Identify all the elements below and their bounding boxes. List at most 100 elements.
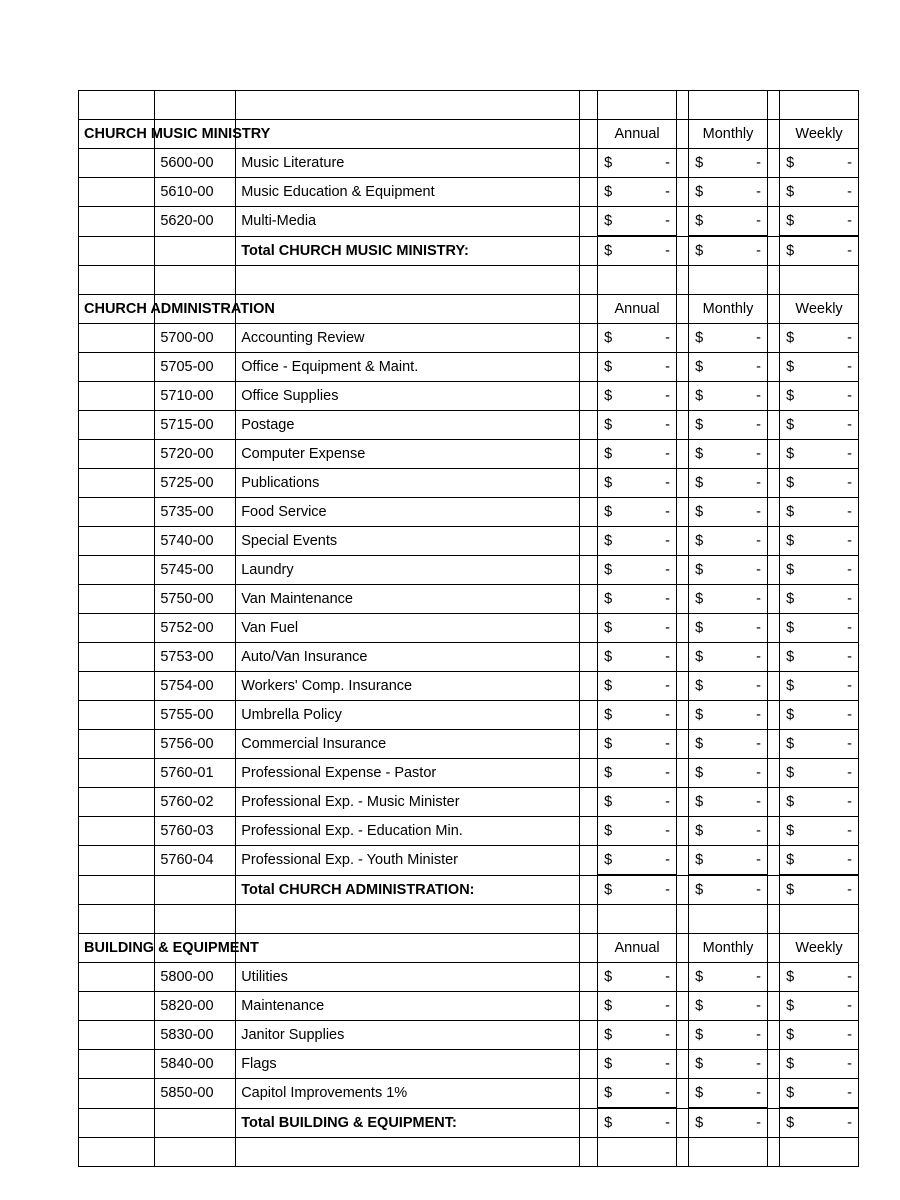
cell-gap — [767, 672, 779, 701]
section-header-row: BUILDING & EQUIPMENTAnnualMonthlyWeekly — [79, 934, 859, 963]
cell-code — [155, 236, 236, 266]
account-code: 5620-00 — [155, 207, 236, 237]
cell-gap — [767, 585, 779, 614]
account-code: 5600-00 — [155, 149, 236, 178]
account-code: 5735-00 — [155, 498, 236, 527]
cell-gap — [676, 469, 688, 498]
cell-sp — [579, 236, 597, 266]
cell-gap — [767, 1108, 779, 1138]
annual-amount: $- — [598, 440, 677, 469]
weekly-amount: $- — [780, 585, 859, 614]
cell-gap — [767, 1079, 779, 1109]
annual-amount: $- — [598, 498, 677, 527]
cell-sp — [579, 353, 597, 382]
annual-amount: $- — [598, 1050, 677, 1079]
cell-indent — [79, 672, 155, 701]
cell-sp — [579, 759, 597, 788]
section-total-row: Total CHURCH ADMINISTRATION:$-$-$- — [79, 875, 859, 905]
line-item-row: 5610-00Music Education & Equipment$-$-$- — [79, 178, 859, 207]
line-item-row: 5820-00Maintenance$-$-$- — [79, 992, 859, 1021]
cell-gap — [676, 266, 688, 295]
cell-gap — [767, 440, 779, 469]
line-item-row: 5754-00Workers' Comp. Insurance$-$-$- — [79, 672, 859, 701]
cell-desc — [236, 905, 580, 934]
cell-gap — [676, 411, 688, 440]
cell-sp — [579, 614, 597, 643]
line-item-row: 5830-00Janitor Supplies$-$-$- — [79, 1021, 859, 1050]
weekly-amount: $- — [780, 1050, 859, 1079]
line-item-row: 5620-00Multi-Media$-$-$- — [79, 207, 859, 237]
account-code: 5725-00 — [155, 469, 236, 498]
annual-amount: $- — [598, 875, 677, 905]
account-desc: Music Education & Equipment — [236, 178, 580, 207]
cell-gap — [767, 236, 779, 266]
cell-gap — [767, 934, 779, 963]
annual-amount: $- — [598, 382, 677, 411]
cell-gap — [767, 149, 779, 178]
cell-gap — [676, 875, 688, 905]
cell-gap — [676, 730, 688, 759]
cell-weekly — [780, 91, 859, 120]
cell-gap — [676, 1108, 688, 1138]
cell-gap — [676, 498, 688, 527]
cell-gap — [676, 236, 688, 266]
account-code: 5760-01 — [155, 759, 236, 788]
line-item-row: 5710-00Office Supplies$-$-$- — [79, 382, 859, 411]
cell-gap — [767, 178, 779, 207]
account-desc: Professional Expense - Pastor — [236, 759, 580, 788]
cell-gap — [767, 324, 779, 353]
cell-indent — [79, 91, 155, 120]
cell-gap — [676, 527, 688, 556]
section-total-label: Total BUILDING & EQUIPMENT: — [236, 1108, 580, 1138]
cell-gap — [676, 788, 688, 817]
weekly-amount: $- — [780, 963, 859, 992]
account-desc: Van Fuel — [236, 614, 580, 643]
cell-gap — [767, 701, 779, 730]
cell-indent — [79, 498, 155, 527]
account-desc: Auto/Van Insurance — [236, 643, 580, 672]
account-code: 5756-00 — [155, 730, 236, 759]
weekly-amount: $- — [780, 788, 859, 817]
account-code: 5755-00 — [155, 701, 236, 730]
cell-indent — [79, 382, 155, 411]
cell-gap — [767, 1138, 779, 1167]
cell-indent — [79, 178, 155, 207]
weekly-amount: $- — [780, 236, 859, 266]
account-code: 5700-00 — [155, 324, 236, 353]
account-code: 5705-00 — [155, 353, 236, 382]
cell-gap — [767, 875, 779, 905]
annual-amount: $- — [598, 817, 677, 846]
cell-indent — [79, 1108, 155, 1138]
cell-sp — [579, 788, 597, 817]
line-item-row: 5750-00Van Maintenance$-$-$- — [79, 585, 859, 614]
empty-row — [79, 91, 859, 120]
weekly-amount: $- — [780, 701, 859, 730]
cell-indent — [79, 614, 155, 643]
cell-sp — [579, 672, 597, 701]
line-item-row: 5735-00Food Service$-$-$- — [79, 498, 859, 527]
cell-gap — [676, 207, 688, 237]
annual-amount: $- — [598, 1079, 677, 1109]
empty-row — [79, 266, 859, 295]
cell-gap — [767, 1021, 779, 1050]
account-code: 5820-00 — [155, 992, 236, 1021]
annual-amount: $- — [598, 178, 677, 207]
cell-sp — [579, 846, 597, 876]
budget-table-container: CHURCH MUSIC MINISTRYAnnualMonthlyWeekly… — [78, 90, 859, 1167]
account-desc: Flags — [236, 1050, 580, 1079]
annual-amount: $- — [598, 730, 677, 759]
cell-indent — [79, 875, 155, 905]
account-desc: Professional Exp. - Youth Minister — [236, 846, 580, 876]
account-code: 5715-00 — [155, 411, 236, 440]
account-desc: Music Literature — [236, 149, 580, 178]
line-item-row: 5840-00Flags$-$-$- — [79, 1050, 859, 1079]
col-header-monthly: Monthly — [689, 120, 768, 149]
monthly-amount: $- — [689, 149, 768, 178]
cell-gap — [767, 643, 779, 672]
account-code: 5610-00 — [155, 178, 236, 207]
cell-gap — [767, 120, 779, 149]
cell-desc — [236, 120, 580, 149]
annual-amount: $- — [598, 585, 677, 614]
cell-gap — [676, 382, 688, 411]
monthly-amount: $- — [689, 498, 768, 527]
